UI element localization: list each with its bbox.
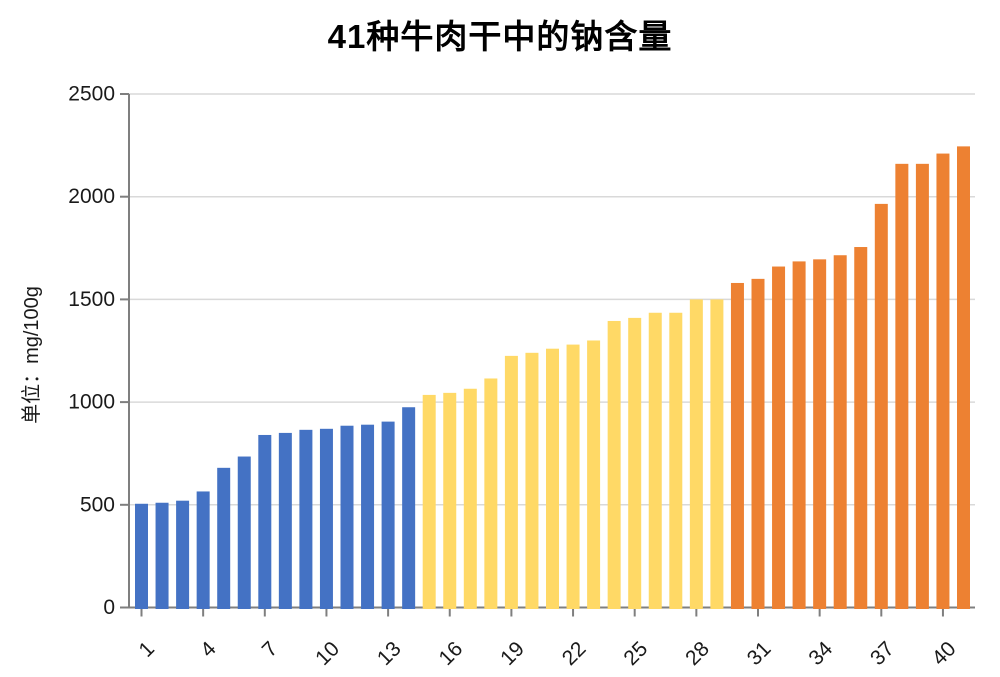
bar-11 <box>340 425 354 609</box>
x-ticks: 1 4 7 10 13 16 19 22 25 28 31 34 37 40 <box>135 607 961 670</box>
x-tick-label-19: 19 <box>496 637 529 670</box>
bar-38 <box>895 163 909 609</box>
bar-34 <box>813 259 827 609</box>
bar-8 <box>278 432 292 609</box>
bar-32 <box>772 266 786 609</box>
bar-29 <box>710 299 724 609</box>
y-tick-label-1000: 1000 <box>68 391 115 414</box>
bar-16 <box>443 392 457 609</box>
bar-24 <box>607 320 621 609</box>
bar-4 <box>196 491 210 609</box>
y-tick-label-2000: 2000 <box>68 185 115 208</box>
x-tick-label-28: 28 <box>681 637 714 670</box>
bar-18 <box>484 378 498 609</box>
bar-3 <box>176 500 190 609</box>
x-tick-label-10: 10 <box>311 637 344 670</box>
bar-12 <box>361 424 375 609</box>
chart-title: 41种牛肉干中的钠含量 <box>327 18 673 55</box>
bar-15 <box>422 394 436 609</box>
x-tick-label-1: 1 <box>135 637 160 662</box>
y-tick-label-1500: 1500 <box>68 288 115 311</box>
bar-33 <box>792 261 806 609</box>
x-tick-label-37: 37 <box>866 637 899 670</box>
bar-25 <box>628 317 642 609</box>
x-tick-label-13: 13 <box>373 637 406 670</box>
y-tick-label-500: 500 <box>80 493 115 516</box>
bar-6 <box>237 456 251 609</box>
x-tick-label-16: 16 <box>435 637 468 670</box>
y-ticks: 0 500 1000 1500 2000 2500 <box>68 83 129 619</box>
bar-9 <box>299 429 313 609</box>
bar-5 <box>217 467 231 609</box>
bars <box>135 146 970 610</box>
bar-23 <box>587 340 601 609</box>
bar-7 <box>258 434 272 609</box>
x-tick-label-7: 7 <box>258 637 283 662</box>
bar-13 <box>381 421 395 609</box>
x-tick-label-31: 31 <box>743 637 776 670</box>
bar-31 <box>751 278 765 609</box>
bar-14 <box>402 407 416 609</box>
bar-27 <box>669 312 683 609</box>
x-tick-label-25: 25 <box>619 637 652 670</box>
x-tick-label-40: 40 <box>928 637 961 670</box>
bar-37 <box>874 203 888 609</box>
bar-35 <box>833 255 847 609</box>
plot-area: 0 500 1000 1500 2000 2500 1 4 7 10 13 16 19 22 25 28 31 3… <box>68 83 975 670</box>
y-axis-title: 单位：mg/100g <box>20 286 43 424</box>
bar-41 <box>957 146 970 609</box>
y-tick-label-2500: 2500 <box>68 83 115 106</box>
bar-39 <box>915 163 929 609</box>
bar-1 <box>135 503 148 609</box>
bar-28 <box>689 299 703 609</box>
bar-17 <box>463 388 477 609</box>
x-tick-label-4: 4 <box>196 637 221 662</box>
bar-19 <box>504 355 518 609</box>
x-tick-label-34: 34 <box>804 637 837 670</box>
bar-22 <box>566 344 580 609</box>
bar-20 <box>525 352 539 609</box>
y-tick-label-0: 0 <box>103 596 115 619</box>
x-tick-label-22: 22 <box>558 637 591 670</box>
bar-2 <box>155 502 169 609</box>
bar-21 <box>546 348 559 609</box>
bar-36 <box>854 247 868 609</box>
bar-40 <box>936 153 950 610</box>
bar-30 <box>730 282 744 609</box>
bar-26 <box>648 312 662 609</box>
bar-10 <box>319 428 333 609</box>
